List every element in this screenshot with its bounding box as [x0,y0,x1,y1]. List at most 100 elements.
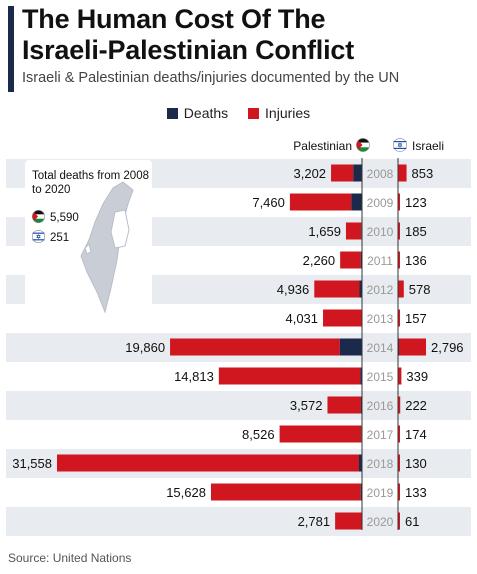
totals-row-israeli: 251 [32,230,69,244]
chart-subtitle: Israeli & Palestinian deaths/injuries do… [22,70,400,86]
bar-israeli-injuries [398,454,400,472]
bar-palestinian-injuries [331,164,354,182]
totals-palestinian-value: 5,590 [50,212,79,224]
bar-palestinian-injuries [314,280,360,298]
bar-palestinian-injuries [210,483,361,501]
bar-israeli-injuries [398,512,400,530]
year-label: 2010 [367,225,394,239]
year-label: 2008 [367,167,394,181]
palestinian-header-flag-icon [356,138,370,152]
label-palestinian-value: 3,202 [294,166,327,181]
bar-palestinian-deaths [351,193,362,211]
bar-israeli-injuries [398,483,400,501]
israeli-header-flag-icon [393,138,407,152]
label-palestinian-value: 14,813 [174,369,214,384]
bar-palestinian-deaths [360,396,362,414]
bar-palestinian-deaths [359,454,362,472]
bar-israeli-injuries [398,338,426,356]
label-palestinian-value: 19,860 [125,340,165,355]
title-accent-bar [8,6,14,92]
totals-box-title: Total deaths from 2008 to 2020 [32,170,149,196]
bar-palestinian-deaths [360,367,362,385]
label-palestinian-value: 4,936 [277,282,310,297]
bar-palestinian-deaths [360,483,362,501]
year-label: 2012 [367,283,394,297]
bar-palestinian-injuries [218,367,361,385]
label-palestinian-value: 31,558 [12,456,52,471]
totals-row-palestinian: 5,590 [32,210,79,224]
label-israeli-value: 136 [405,253,427,268]
label-israeli-value: 61 [405,514,419,529]
bar-israeli-injuries [398,280,404,298]
label-palestinian-value: 7,460 [252,195,285,210]
year-label: 2014 [367,341,394,355]
label-israeli-value: 157 [405,311,427,326]
bar-palestinian-injuries [340,251,361,269]
legend: Deaths Injuries [0,105,477,121]
bar-palestinian-deaths [339,338,362,356]
legend-label-deaths: Deaths [183,105,229,121]
year-label: 2017 [367,428,394,442]
bar-israeli-injuries [398,425,400,443]
label-israeli-value: 2,796 [431,340,464,355]
bar-israeli-injuries [398,193,400,211]
label-palestinian-value: 8,526 [242,427,275,442]
chart-title: The Human Cost Of The Israeli-Palestinia… [22,4,354,66]
bar-palestinian-injuries [57,454,360,472]
chart-title-line-2: Israeli-Palestinian Conflict [22,35,354,65]
bar-israeli-injuries [398,251,400,269]
legend-swatch-injuries [248,108,260,119]
totals-box: Total deaths from 2008 to 2020 5,590 251 [25,160,152,320]
label-israeli-value: 853 [412,166,434,181]
palestinian-flag-icon [32,210,45,223]
bar-israeli-injuries [398,309,400,327]
label-palestinian-value: 2,260 [303,253,336,268]
label-israeli-value: 123 [405,195,427,210]
label-palestinian-value: 3,572 [290,398,323,413]
bar-palestinian-injuries [345,222,362,240]
legend-swatch-deaths [166,108,178,119]
label-palestinian-value: 1,659 [308,224,341,239]
column-header-palestinian: Palestinian [293,139,352,153]
bar-israeli-injuries [398,164,407,182]
year-label: 2013 [367,312,394,326]
bar-palestinian-injuries [335,512,362,530]
bar-palestinian-deaths [360,251,362,269]
totals-israeli-value: 251 [50,232,70,244]
bar-palestinian-deaths [359,280,362,298]
bar-palestinian-injuries [170,338,340,356]
bar-palestinian-deaths [353,164,362,182]
year-label: 2015 [367,370,394,384]
year-label: 2009 [367,196,394,210]
label-israeli-value: 133 [405,485,427,500]
year-label: 2020 [367,515,394,529]
source-note: Source: United Nations [8,551,132,565]
label-israeli-value: 339 [406,369,428,384]
label-palestinian-value: 2,781 [298,514,331,529]
column-header-israeli: Israeli [412,139,444,153]
label-palestinian-value: 15,628 [166,485,206,500]
label-israeli-value: 174 [405,427,427,442]
row-band [6,391,471,420]
year-label: 2018 [367,457,394,471]
legend-label-injuries: Injuries [265,105,311,121]
label-israeli-value: 130 [405,456,427,471]
bar-israeli-injuries [398,396,401,414]
bar-israeli-injuries [398,222,400,240]
bar-palestinian-injuries [327,396,361,414]
bar-palestinian-injuries [279,425,362,443]
legend-item-injuries: Injuries [248,105,310,121]
label-israeli-value: 185 [405,224,427,239]
bar-palestinian-injuries [323,309,362,327]
year-label: 2019 [367,486,394,500]
legend-item-deaths: Deaths [166,105,229,121]
row-band [6,507,471,536]
label-palestinian-value: 4,031 [285,311,318,326]
label-israeli-value: 578 [409,282,431,297]
year-label: 2011 [367,254,393,268]
year-label: 2016 [367,399,394,413]
israeli-flag-icon [32,230,45,243]
chart-title-line-1: The Human Cost Of The [22,4,326,34]
bar-palestinian-injuries [289,193,352,211]
label-israeli-value: 222 [405,398,427,413]
